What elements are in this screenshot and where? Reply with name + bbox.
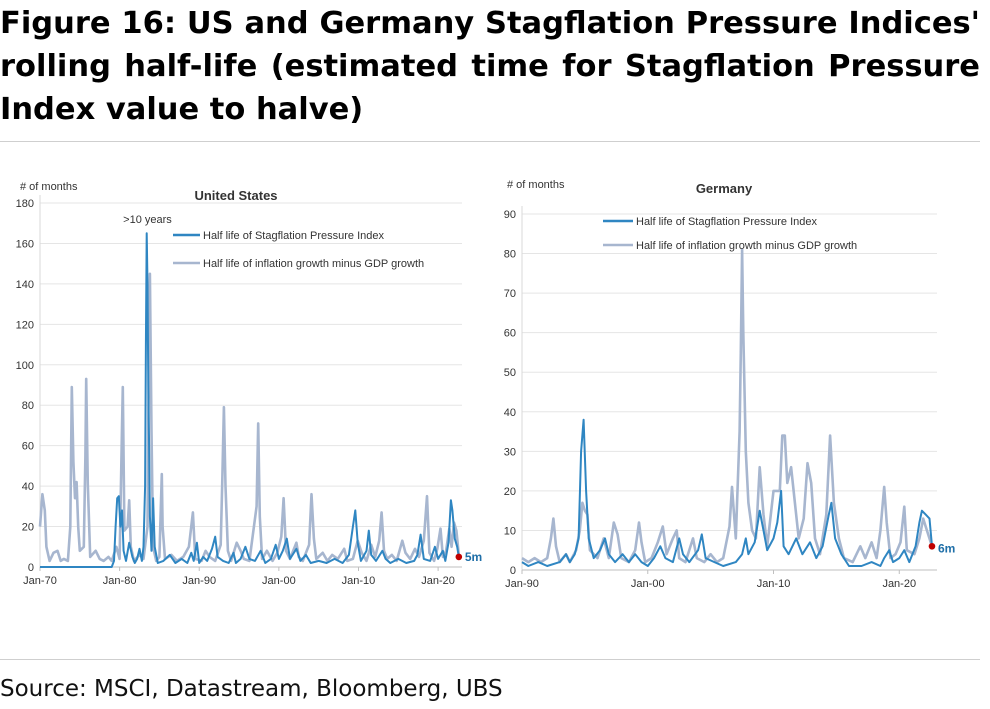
y-tick-label: 20: [22, 522, 34, 534]
x-tick-label: Jan-20: [421, 575, 455, 587]
y-axis-label: # of months: [20, 181, 78, 193]
source-note: Source: MSCI, Datastream, Bloomberg, UBS: [0, 676, 503, 702]
x-tick-label: Jan-70: [23, 575, 57, 587]
bottom-divider: [0, 659, 980, 660]
y-tick-label: 60: [22, 441, 34, 453]
x-tick-label: Jan-10: [342, 575, 376, 587]
y-tick-label: 20: [504, 486, 516, 498]
top-divider: [0, 141, 980, 142]
end-value-label: 5m: [465, 550, 482, 564]
y-tick-label: 80: [504, 249, 516, 261]
figure-title: Figure 16: US and Germany Stagflation Pr…: [0, 6, 980, 127]
x-tick-label: Jan-10: [757, 578, 791, 590]
legend-label: Half life of inflation growth minus GDP …: [203, 258, 424, 270]
y-tick-label: 160: [16, 238, 34, 250]
y-tick-label: 120: [16, 319, 34, 331]
legend-label: Half life of inflation growth minus GDP …: [636, 240, 857, 252]
y-tick-label: 0: [510, 565, 516, 577]
x-tick-label: Jan-90: [505, 578, 539, 590]
us-chart: 0 20 40 60 80 100 120 140 160 180 Jan-70 Jan-80 Jan-…: [16, 181, 483, 587]
y-tick-label: 180: [16, 198, 34, 210]
x-tick-label: Jan-00: [262, 575, 296, 587]
y-tick-label: 10: [504, 525, 516, 537]
legend-label: Half life of Stagflation Pressure Index: [636, 216, 817, 228]
annotation-label: >10 years: [123, 214, 172, 226]
end-value-marker: [455, 553, 463, 561]
y-tick-label: 50: [504, 367, 516, 379]
x-tick-label: Jan-90: [182, 575, 216, 587]
y-tick-label: 100: [16, 360, 34, 372]
y-tick-label: 70: [504, 288, 516, 300]
germany-chart: 0 10 20 30 40 50 60 70 80 90 Jan-90 Jan-00 Jan-10 Jan…: [504, 179, 956, 590]
x-tick-label: Jan-80: [103, 575, 137, 587]
y-tick-label: 80: [22, 400, 34, 412]
y-tick-label: 60: [504, 328, 516, 340]
end-value-label: 6m: [938, 541, 955, 555]
y-tick-label: 40: [504, 407, 516, 419]
x-tick-label: Jan-20: [882, 578, 916, 590]
y-tick-label: 40: [22, 481, 34, 493]
series-line-inflation: [38, 272, 461, 563]
end-value-marker: [928, 542, 936, 550]
series-line-inflation: [521, 248, 934, 564]
y-axis-label: # of months: [507, 179, 565, 191]
series-line-spi: [521, 418, 933, 567]
y-tick-label: 30: [504, 446, 516, 458]
legend-label: Half life of Stagflation Pressure Index: [203, 230, 384, 242]
y-tick-label: 0: [28, 562, 34, 574]
chart-title: Germany: [696, 181, 753, 196]
x-tick-label: Jan-00: [631, 578, 665, 590]
y-tick-label: 90: [504, 209, 516, 221]
series-line-spi: [40, 232, 460, 568]
y-tick-label: 140: [16, 279, 34, 291]
chart-title: United States: [194, 188, 277, 203]
